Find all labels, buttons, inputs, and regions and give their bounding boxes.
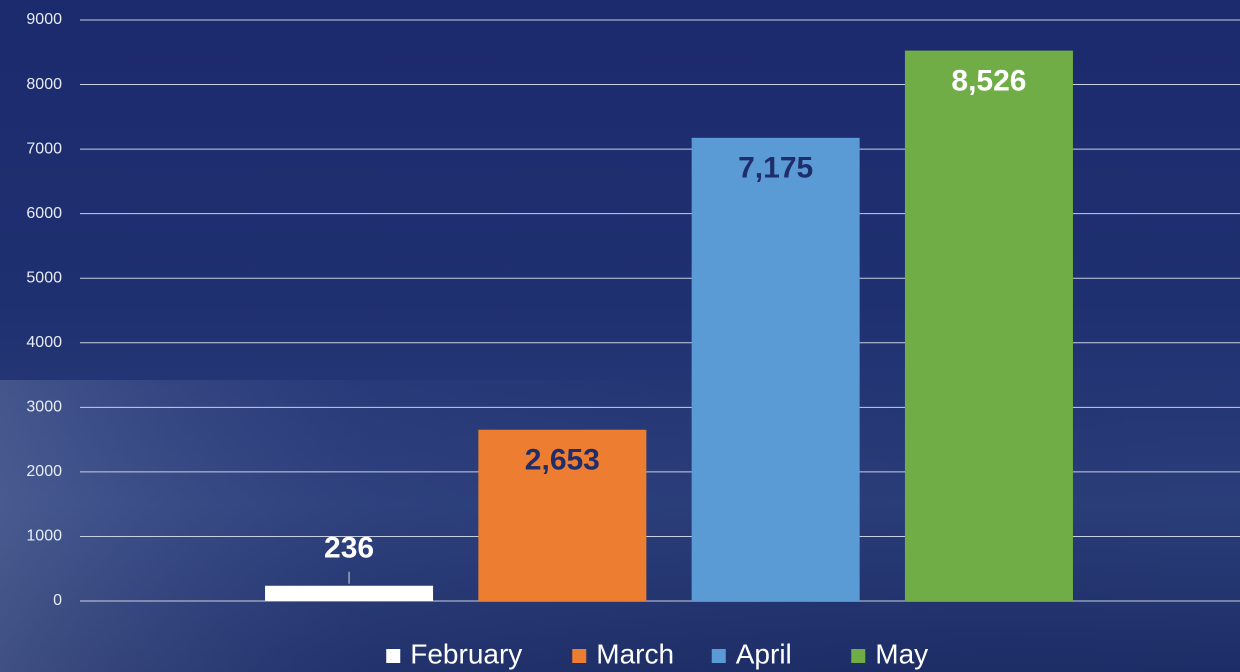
value-label: 236 [324,532,374,565]
bar [904,50,1073,601]
bar [478,429,647,601]
bar [691,137,860,601]
bar [265,585,434,601]
y-tick-label: 9000 [26,11,62,28]
legend-swatch [572,649,587,663]
y-tick-label: 5000 [26,269,62,286]
y-tick-label: 0 [53,592,62,609]
y-tick-label: 2000 [26,463,62,480]
value-label: 2,653 [525,444,600,477]
legend-label: May [875,638,928,669]
legend-label: March [596,638,674,669]
y-tick-label: 8000 [26,76,62,93]
value-label: 8,526 [951,65,1026,98]
y-tick-label: 3000 [26,399,62,416]
legend-label: February [410,638,522,669]
legend-swatch [711,649,726,663]
legend-swatch [386,649,401,663]
value-label: 7,175 [738,152,813,185]
legend-swatch [851,649,866,663]
legend-label: April [736,638,792,669]
y-tick-label: 7000 [26,140,62,157]
y-tick-label: 6000 [26,205,62,222]
y-tick-label: 4000 [26,334,62,351]
y-tick-label: 1000 [26,528,62,545]
